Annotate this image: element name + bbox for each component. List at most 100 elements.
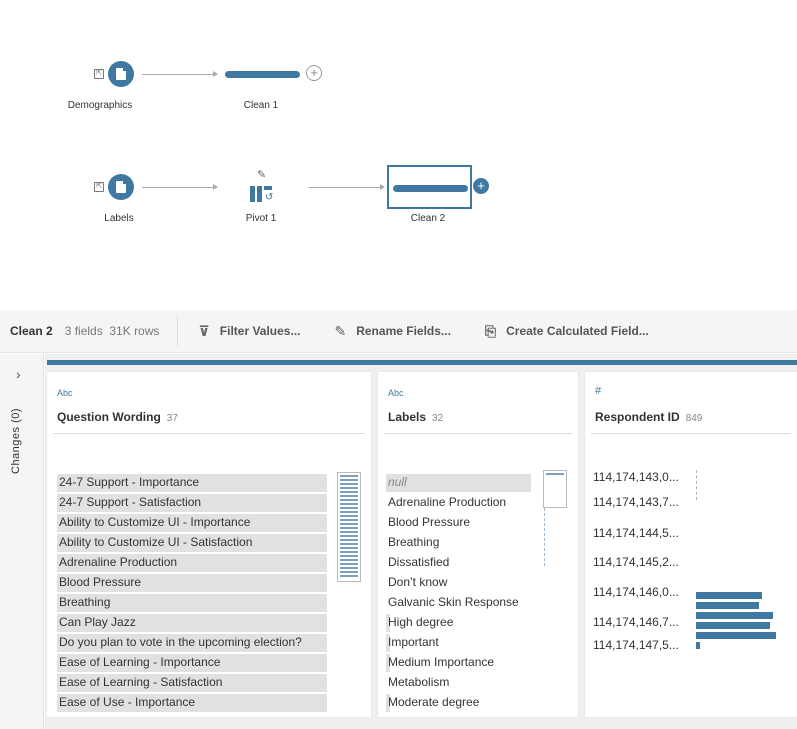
value-row[interactable]: Ease of Use - Importance bbox=[57, 693, 327, 713]
add-step-plus-icon[interactable]: + bbox=[306, 65, 322, 81]
value-row[interactable]: Don’t know bbox=[386, 573, 519, 593]
value-label: Breathing bbox=[59, 595, 111, 609]
value-row[interactable]: Adrenaline Production bbox=[386, 493, 519, 513]
field-count: 37 bbox=[166, 413, 178, 424]
histogram-bar[interactable] bbox=[696, 642, 700, 649]
chevron-right-icon[interactable]: › bbox=[16, 366, 21, 382]
value-row[interactable]: Blood Pressure bbox=[386, 513, 519, 533]
create-calculated-field-button[interactable]: ⎘ Create Calculated Field... bbox=[485, 323, 649, 340]
value-label: Do you plan to vote in the upcoming elec… bbox=[59, 635, 302, 649]
value-label: Dissatisfied bbox=[388, 555, 450, 569]
field-header[interactable]: Question Wording 37 bbox=[57, 410, 178, 424]
edit-icon: ✎ bbox=[257, 169, 267, 181]
histogram-bar[interactable] bbox=[696, 592, 763, 599]
field-header[interactable]: Labels 32 bbox=[388, 410, 443, 424]
value-row[interactable]: Moderate degree bbox=[386, 693, 519, 713]
clean-node-clean2-selected[interactable] bbox=[387, 165, 472, 209]
overview-scrollbar[interactable] bbox=[337, 472, 361, 582]
pivot-node-pivot1[interactable]: ↺ bbox=[250, 186, 274, 204]
value-bar bbox=[57, 694, 327, 712]
field-header[interactable]: Respondent ID 849 bbox=[595, 410, 702, 424]
value-label: Adrenaline Production bbox=[388, 495, 507, 509]
overview-marks bbox=[340, 475, 358, 579]
string-type-icon[interactable]: Abc bbox=[57, 388, 73, 398]
filter-values-button[interactable]: ⊽ Filter Values... bbox=[198, 323, 300, 340]
divider bbox=[53, 433, 365, 434]
value-label: Don’t know bbox=[388, 575, 448, 589]
value-row[interactable]: null bbox=[386, 473, 531, 493]
field-count: 849 bbox=[685, 413, 703, 424]
histogram-bar[interactable] bbox=[696, 632, 776, 639]
value-bar bbox=[386, 654, 391, 672]
overview-scrollbar[interactable] bbox=[543, 470, 567, 508]
value-row[interactable]: Can Play Jazz bbox=[57, 613, 327, 633]
value-row[interactable]: Galvanic Skin Response bbox=[386, 593, 519, 613]
value-label: Ability to Customize UI - Importance bbox=[59, 515, 251, 529]
value-bar bbox=[57, 514, 327, 532]
value-row[interactable]: Ability to Customize UI - Satisfaction bbox=[57, 533, 327, 553]
value-label: Moderate degree bbox=[388, 695, 480, 709]
value-row[interactable]: Ease of Learning - Satisfaction bbox=[57, 673, 327, 693]
string-type-icon[interactable]: Abc bbox=[388, 388, 404, 398]
value-label: Breathing bbox=[388, 535, 440, 549]
flow-canvas[interactable]: ⇱ Demographics + Clean 1 ⇱ Labels ✎ ↺ Pi… bbox=[0, 0, 797, 308]
histogram-marks bbox=[696, 470, 697, 500]
histogram-bar[interactable] bbox=[696, 612, 773, 619]
histogram-bar[interactable] bbox=[696, 622, 770, 629]
rename-fields-button[interactable]: ✎ Rename Fields... bbox=[334, 323, 450, 340]
field-card-respondent-id[interactable]: # Respondent ID 849 114,174,143,0... 114,1… bbox=[585, 372, 797, 717]
value-label: High degree bbox=[388, 615, 454, 629]
value-row[interactable]: Medium Importance bbox=[386, 653, 519, 673]
value-label: Ease of Use - Importance bbox=[59, 695, 196, 709]
value-bar bbox=[57, 634, 327, 652]
value-bar bbox=[386, 614, 391, 632]
changes-sidebar[interactable]: › Changes (0) bbox=[0, 354, 44, 729]
field-card-labels[interactable]: Abc Labels 32 null Adrenaline Production Bl… bbox=[378, 372, 578, 717]
value-row[interactable]: Ability to Customize UI - Importance bbox=[57, 513, 327, 533]
field-name: Labels bbox=[388, 410, 427, 424]
bin-label: 114,174,144,5... bbox=[593, 526, 679, 540]
value-bar bbox=[57, 494, 327, 512]
value-row[interactable]: Breathing bbox=[57, 593, 327, 613]
input-node-demographics[interactable] bbox=[108, 61, 134, 87]
histogram-bar[interactable] bbox=[696, 602, 760, 609]
filter-icon: ⊽ bbox=[198, 322, 210, 339]
bin-label: 114,174,143,7... bbox=[593, 495, 679, 509]
number-type-icon[interactable]: # bbox=[595, 385, 602, 397]
toolbar-divider bbox=[177, 316, 179, 346]
add-step-plus-icon[interactable]: + bbox=[473, 178, 489, 194]
value-label: Adrenaline Production bbox=[59, 555, 178, 569]
divider bbox=[384, 433, 572, 434]
selection-bar bbox=[47, 360, 797, 365]
clean-node-clean1[interactable] bbox=[225, 71, 300, 78]
value-row[interactable]: Blood Pressure bbox=[57, 573, 327, 593]
value-label: Blood Pressure bbox=[388, 515, 471, 529]
value-row[interactable]: Metabolism bbox=[386, 673, 519, 693]
value-bar bbox=[57, 554, 327, 572]
node-label-clean2: Clean 2 bbox=[410, 213, 446, 224]
value-row[interactable]: Adrenaline Production bbox=[57, 553, 327, 573]
overview-marks bbox=[544, 508, 545, 566]
value-bar bbox=[386, 694, 391, 712]
value-row[interactable]: Breathing bbox=[386, 533, 519, 553]
clean-node-clean2[interactable] bbox=[393, 185, 468, 192]
input-node-labels[interactable] bbox=[108, 174, 134, 200]
value-row[interactable]: Do you plan to vote in the upcoming elec… bbox=[57, 633, 327, 653]
bin-label: 114,174,145,2... bbox=[593, 555, 679, 569]
changes-label[interactable]: Changes (0) bbox=[10, 407, 22, 474]
value-label: 24-7 Support - Importance bbox=[59, 475, 200, 489]
value-bar bbox=[386, 474, 531, 492]
rename-fields-label: Rename Fields... bbox=[356, 324, 451, 338]
value-row[interactable]: Ease of Learning - Importance bbox=[57, 653, 327, 673]
value-row[interactable]: Dissatisfied bbox=[386, 553, 519, 573]
field-card-question-wording[interactable]: Abc Question Wording 37 24-7 Support - Im… bbox=[47, 372, 371, 717]
value-row[interactable]: 24-7 Support - Importance bbox=[57, 473, 327, 493]
rename-icon: ✎ bbox=[334, 322, 347, 339]
value-bar bbox=[57, 574, 327, 592]
value-bar bbox=[386, 634, 391, 652]
value-row[interactable]: Important bbox=[386, 633, 519, 653]
value-row[interactable]: High degree bbox=[386, 613, 519, 633]
value-row[interactable]: 24-7 Support - Satisfaction bbox=[57, 493, 327, 513]
value-label: null bbox=[388, 475, 407, 489]
value-label: Blood Pressure bbox=[59, 575, 142, 589]
